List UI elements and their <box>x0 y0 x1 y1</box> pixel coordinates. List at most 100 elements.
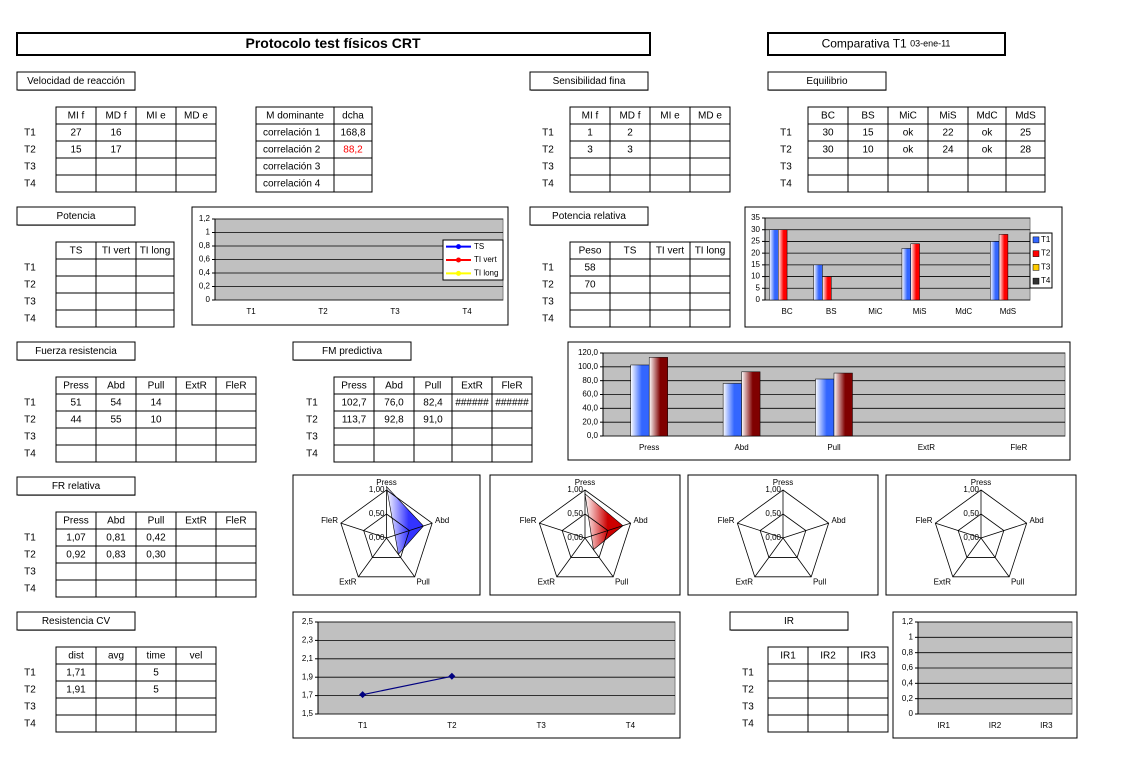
cell <box>95 292 137 311</box>
cell-text: correlación 2 <box>263 145 321 156</box>
cell-text: correlación 1 <box>263 128 321 139</box>
cell <box>373 444 415 463</box>
cell-text: 113,7 <box>342 415 367 426</box>
spoke <box>539 522 586 539</box>
row-label: T4 <box>306 449 318 460</box>
bar <box>910 243 920 301</box>
cell-text: 1,07 <box>66 533 86 544</box>
cell <box>927 157 969 176</box>
cell <box>649 309 691 328</box>
axis-label: ExtR <box>538 578 556 587</box>
legend-swatch <box>1032 250 1040 257</box>
column-header: MdS <box>1015 111 1036 122</box>
cell-text: 10 <box>862 145 874 156</box>
cell-text: 44 <box>70 415 82 426</box>
column-header: TS <box>624 246 637 257</box>
row-label: T3 <box>24 162 36 173</box>
cell <box>967 174 1007 193</box>
cell <box>175 545 217 564</box>
spoke <box>340 522 387 539</box>
axis-label: Pull <box>615 578 629 587</box>
row-label: T1 <box>24 668 36 679</box>
x-tick-label: T1 <box>246 307 256 316</box>
bar <box>815 378 835 437</box>
y-tick-label: 20,0 <box>582 417 598 426</box>
cell <box>95 714 137 733</box>
y-tick-label: 1,7 <box>302 691 314 700</box>
row-label: T3 <box>780 162 792 173</box>
cell-text: 0,42 <box>146 533 166 544</box>
cell <box>95 309 137 328</box>
cell <box>135 444 177 463</box>
cell <box>215 562 257 581</box>
axis-label: Abd <box>435 516 449 525</box>
cell <box>95 562 137 581</box>
bar <box>630 364 650 437</box>
column-header: TI long <box>695 246 726 257</box>
cell-text: correlación 3 <box>263 162 321 173</box>
section-label: FR relativa <box>52 481 101 492</box>
legend-swatch <box>1032 277 1040 285</box>
y-tick-label: 0,8 <box>199 241 211 250</box>
cell <box>807 663 849 682</box>
cell <box>689 174 731 193</box>
row-label: T4 <box>542 314 554 325</box>
legend-marker <box>456 244 461 250</box>
plot-area <box>764 217 1031 301</box>
spoke <box>754 537 784 578</box>
bar <box>741 371 761 437</box>
cell <box>135 157 177 176</box>
cell <box>95 275 137 294</box>
spoke <box>980 522 1027 539</box>
column-header: Abd <box>107 516 125 527</box>
cell <box>373 427 415 446</box>
cell <box>1005 174 1046 193</box>
cell <box>451 410 493 429</box>
cell <box>55 579 97 598</box>
column-header: Pull <box>148 516 165 527</box>
bar <box>778 229 788 301</box>
cell-text: 58 <box>584 263 596 274</box>
cell <box>649 275 691 294</box>
cell <box>413 427 453 446</box>
cell <box>451 444 493 463</box>
spoke <box>737 522 784 539</box>
bar <box>769 229 779 301</box>
cell <box>95 157 137 176</box>
column-header: MI e <box>146 111 166 122</box>
cell <box>135 562 177 581</box>
x-tick-label: BS <box>826 307 837 316</box>
cell-text: 10 <box>150 415 162 426</box>
cell <box>175 562 217 581</box>
cell-text: 2 <box>627 128 633 139</box>
cell <box>95 258 137 277</box>
cell <box>135 123 177 142</box>
legend-label: T3 <box>1041 262 1051 271</box>
axis-label: Press <box>575 478 595 487</box>
cell-text: 0,92 <box>66 550 86 561</box>
row-label: T2 <box>24 550 36 561</box>
cell <box>175 393 217 412</box>
cell <box>175 579 217 598</box>
cell-text: 5 <box>153 685 159 696</box>
y-tick-label: 35 <box>751 213 760 222</box>
legend-swatch <box>1032 236 1040 244</box>
cell <box>55 275 97 294</box>
cell-text: correlación 4 <box>263 179 321 190</box>
cell-text: 92,8 <box>384 415 404 426</box>
spoke <box>782 537 812 578</box>
r-tick-label: 0,50 <box>963 509 979 518</box>
bar <box>998 234 1009 301</box>
spoke <box>357 537 387 578</box>
row-label: T2 <box>24 685 36 696</box>
y-tick-label: 0,2 <box>902 694 914 703</box>
point <box>448 672 456 680</box>
section-label: FM predictiva <box>322 346 382 357</box>
y-tick-label: 1,2 <box>902 617 914 626</box>
section-label: Fuerza resistencia <box>35 346 117 357</box>
column-header: avg <box>108 651 124 662</box>
x-tick-label: BC <box>782 307 793 316</box>
column-header: IR2 <box>820 651 836 662</box>
axis-label: ExtR <box>339 578 357 587</box>
cell <box>609 275 651 294</box>
